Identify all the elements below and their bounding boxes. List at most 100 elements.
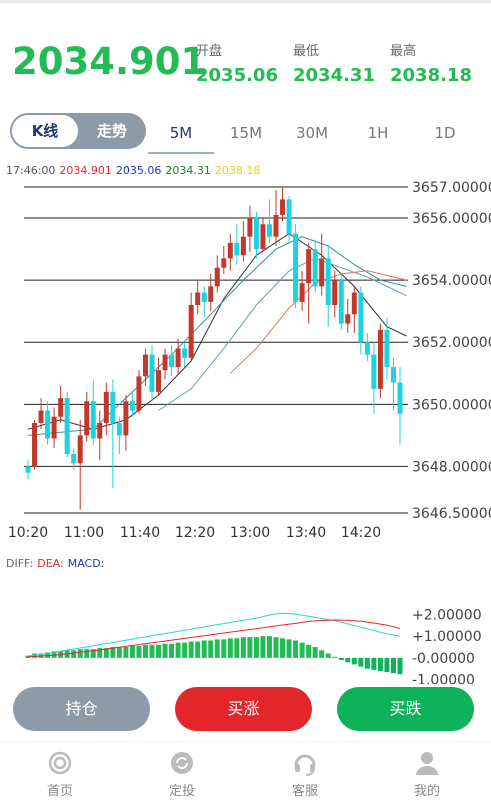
high-stat: 最高 2038.18 (390, 40, 472, 86)
kline-tab[interactable]: K线 (12, 115, 78, 147)
macd-bar (71, 650, 77, 658)
x-tick-label: 11:00 (64, 525, 104, 541)
candle-body (332, 280, 338, 305)
macd-bar (338, 657, 344, 661)
macd-bar (384, 657, 390, 673)
macd-bar (253, 637, 259, 658)
candle-body (390, 367, 396, 383)
info-open: 2035.06 (115, 164, 162, 177)
high-value: 2038.18 (390, 65, 472, 86)
candle-body (345, 314, 351, 324)
candle-body (71, 454, 77, 464)
tab-home[interactable]: 首页 (20, 750, 100, 799)
candle-body (325, 258, 331, 305)
y-tick-label: 3657.00000 (412, 180, 491, 196)
macd-y-tick-label: +2.00000 (412, 607, 482, 623)
candle-body (188, 304, 194, 358)
macd-bar (110, 647, 116, 658)
trend-tab[interactable]: 走势 (96, 122, 127, 140)
candle-body (129, 401, 135, 411)
candle-body (397, 382, 403, 414)
buy-down-button[interactable]: 买跌 (337, 687, 474, 731)
candle-body (169, 354, 175, 368)
candle-body (90, 401, 96, 439)
macd-bar (97, 648, 103, 658)
candle-body (64, 398, 70, 455)
candle-body (260, 224, 266, 250)
user-icon (414, 750, 440, 776)
low-value: 2034.31 (293, 65, 375, 86)
macd-bar (90, 649, 96, 658)
macd-diff-label: DIFF: (6, 557, 34, 570)
candle-body (201, 292, 207, 302)
macd-bar (240, 637, 246, 658)
tab-service[interactable]: 客服 (265, 750, 345, 799)
macd-bar (299, 642, 305, 658)
buy-up-button[interactable]: 买涨 (175, 687, 312, 731)
macd-y-tick-label: +1.00000 (412, 629, 482, 645)
candle-body (384, 329, 390, 368)
top-divider (0, 0, 491, 3)
candle-body (97, 422, 103, 439)
period-30m[interactable]: 30M (295, 124, 329, 142)
macd-bar (156, 644, 162, 658)
candle-body (338, 280, 344, 324)
tab-invest[interactable]: 定投 (142, 750, 222, 799)
candle-body (312, 249, 318, 287)
candle-body (162, 354, 168, 371)
macd-bar (319, 650, 325, 658)
hold-button[interactable]: 持仓 (13, 687, 150, 731)
kline-chart[interactable]: 3657.00000 3656.00000 3654.00000 3652.00000… (0, 0, 491, 545)
macd-bar (332, 656, 338, 658)
low-stat: 最低 2034.31 (293, 40, 375, 86)
y-tick-label: 3652.00000 (412, 335, 491, 351)
candle-body (234, 242, 240, 256)
macd-dif-line (27, 612, 401, 657)
candle-body (175, 348, 181, 368)
headset-icon (292, 750, 318, 776)
candle-body (286, 199, 292, 234)
macd-legend: DIFF: DEA: MACD: (6, 557, 108, 570)
macd-bar (325, 653, 331, 658)
macd-bar (84, 649, 90, 658)
macd-bar (312, 647, 318, 658)
candle-body (156, 370, 162, 392)
x-tick-label: 11:40 (120, 525, 160, 541)
y-tick-label: 3656.00000 (412, 211, 491, 227)
chart-mode-toggle[interactable]: K线 走势 (10, 113, 146, 149)
tab-mine-label: 我的 (413, 784, 440, 799)
candle-body (319, 258, 325, 287)
candle-body (84, 401, 90, 436)
macd-bar (32, 653, 38, 658)
y-tick-label: 3650.00000 (412, 397, 491, 413)
high-label: 最高 (390, 44, 417, 59)
x-tick-label: 14:20 (341, 525, 381, 541)
candle-body (110, 391, 116, 423)
x-tick-label: 12:20 (175, 525, 215, 541)
period-1d[interactable]: 1D (434, 124, 456, 142)
macd-bar (280, 638, 286, 658)
tab-home-label: 首页 (46, 784, 73, 799)
period-1h[interactable]: 1H (367, 124, 389, 142)
macd-bar (188, 641, 194, 658)
macd-bar (103, 648, 109, 658)
candle-body (214, 267, 220, 287)
macd-bar (129, 645, 135, 658)
candle-body (116, 422, 122, 436)
candle-body (266, 224, 272, 237)
period-5m[interactable]: 5M (169, 124, 193, 142)
period-15m[interactable]: 15M (229, 124, 263, 142)
macd-bar (234, 638, 240, 658)
candle-body (182, 348, 188, 358)
candle-body (280, 199, 286, 215)
macd-bar (195, 641, 201, 658)
x-tick-label: 13:00 (230, 525, 270, 541)
macd-y-tick-label: -1.00000 (412, 673, 475, 684)
x-tick-label: 13:40 (286, 525, 326, 541)
macd-bar (390, 657, 396, 674)
macd-bar (345, 657, 351, 663)
open-stat: 开盘 2035.06 (196, 40, 278, 86)
macd-bar (175, 642, 181, 658)
tab-mine[interactable]: 我的 (387, 750, 467, 799)
macd-bar (182, 642, 188, 658)
